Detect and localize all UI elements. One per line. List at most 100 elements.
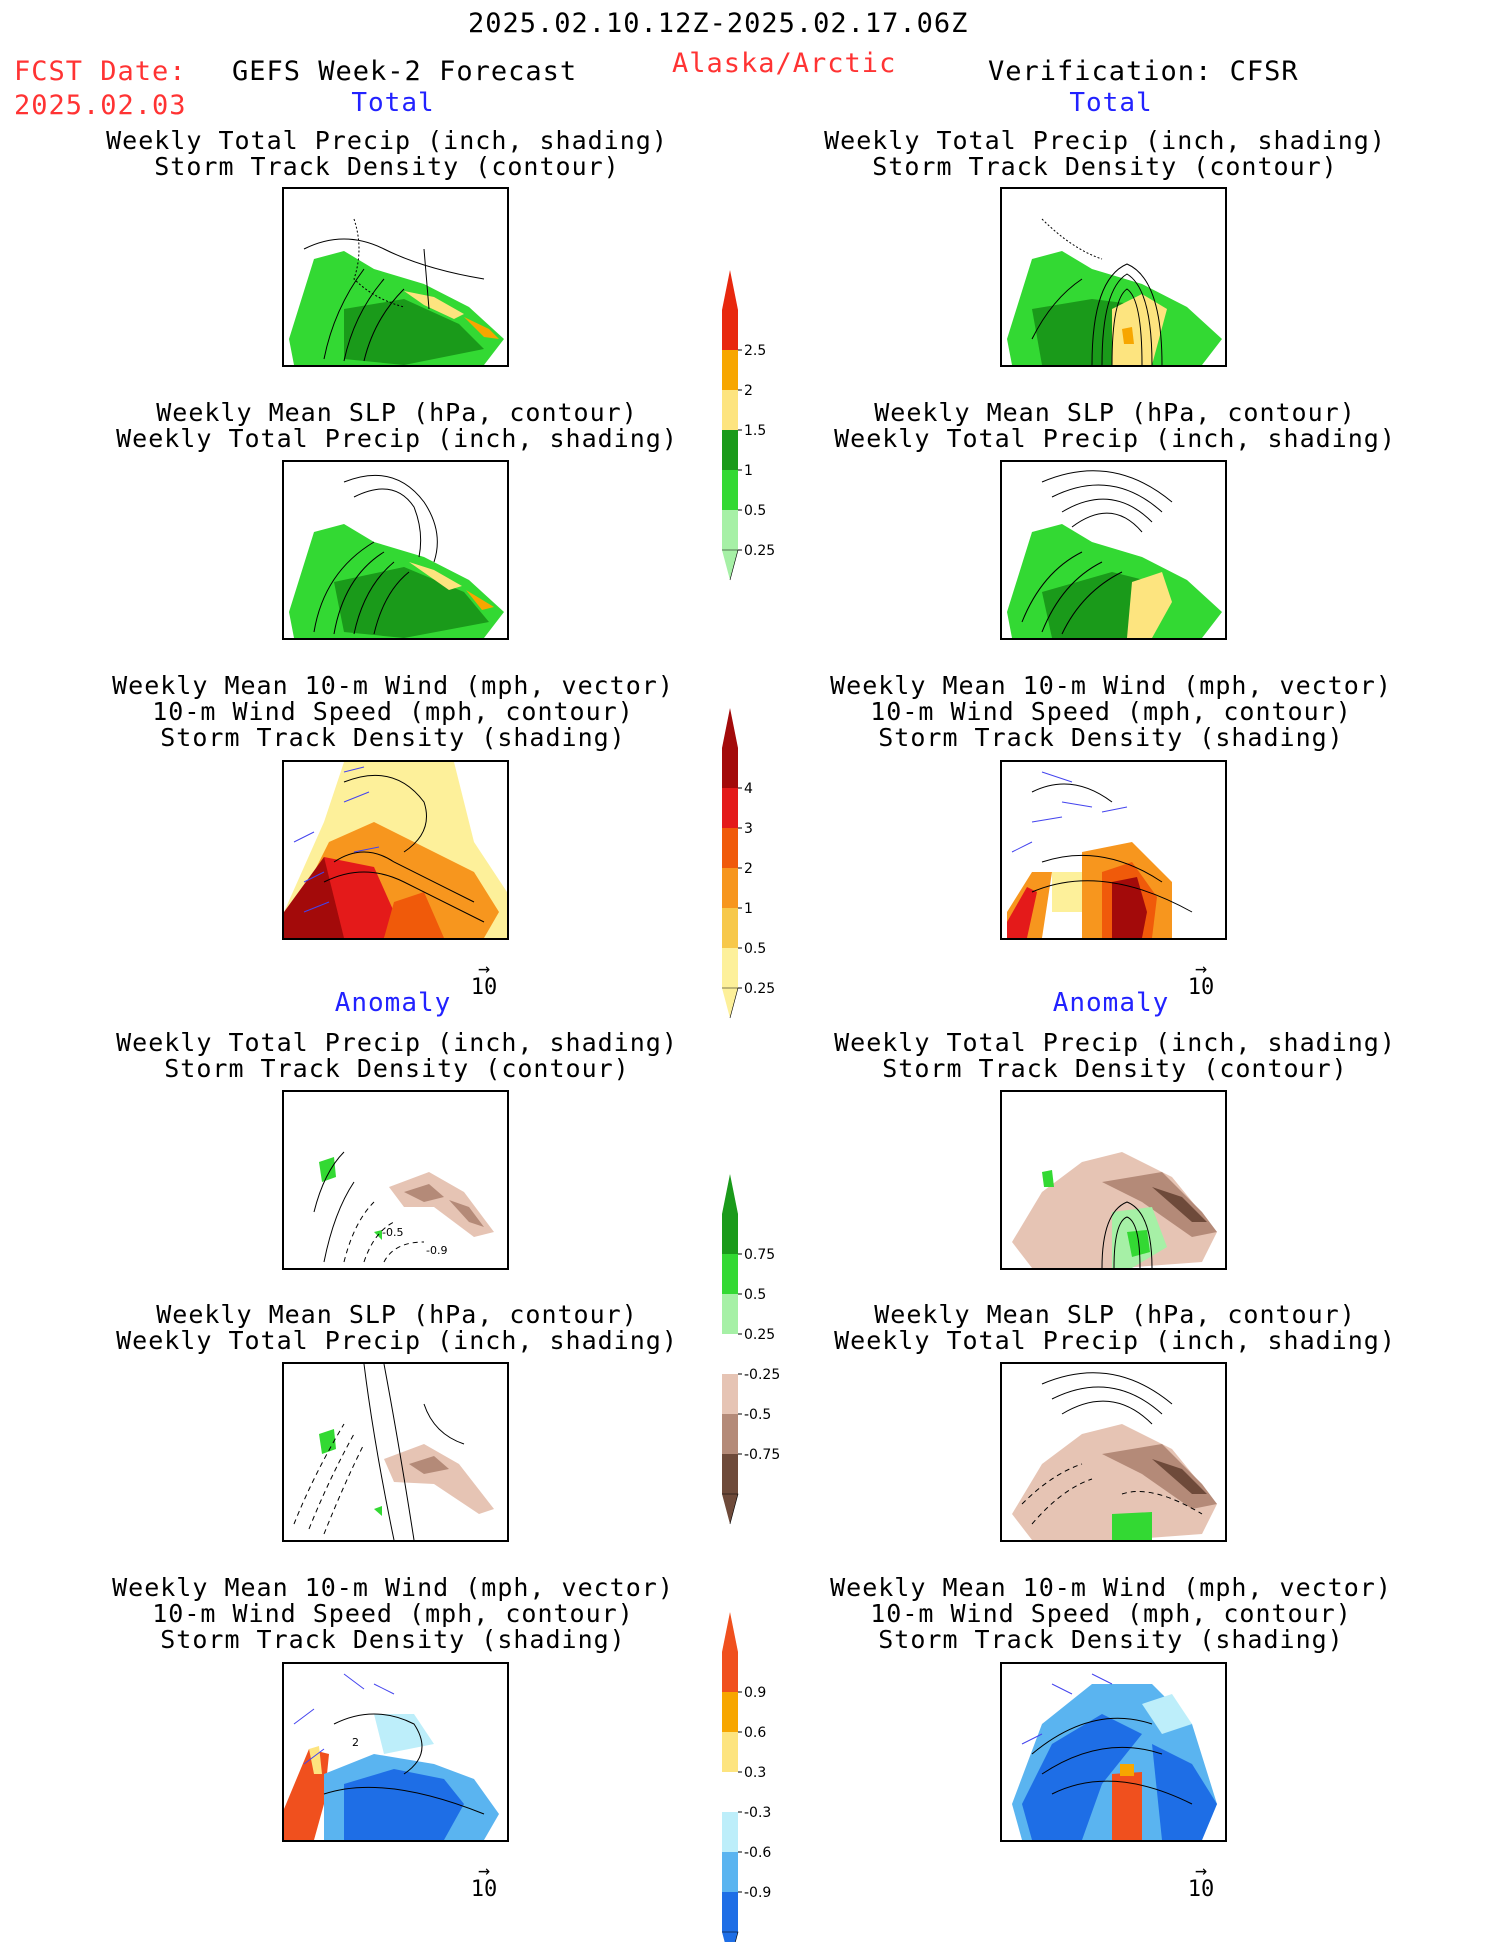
section-anomaly-right: Anomaly (1052, 988, 1170, 1018)
arrow-right-icon: → (1194, 956, 1208, 980)
colorbar-cap-top (722, 270, 738, 310)
vector-ref-total-verif: → 10 (1181, 956, 1221, 999)
colorbar-cap-bottom (722, 987, 739, 1019)
map-anom-precip-track-verif (1000, 1090, 1227, 1270)
map-total-precip-track-forecast (282, 187, 509, 367)
map-anom-slp-precip-verif (1000, 1362, 1227, 1542)
colorbar-tick-label: -0.6 (744, 1845, 771, 1861)
map-anom-wind-verif (1000, 1662, 1227, 1842)
colorbar-tick-label: 0.3 (744, 1765, 766, 1781)
colorbar-cap-top (722, 1612, 738, 1652)
colorbar-tick-label: 2.5 (744, 343, 766, 359)
region-title: Alaska/Arctic (672, 48, 897, 79)
contour-label-neg-09: -0.9 (426, 1244, 447, 1257)
panel-title-anom-slp-precip-verif: Weekly Mean SLP (hPa, contour) Weekly Tot… (834, 1300, 1396, 1355)
colorbar-tick-label: 1 (744, 901, 753, 917)
colorbar-swatch (722, 828, 738, 868)
panel-title-anom-wind-verif: Weekly Mean 10-m Wind (mph, vector) 10-m … (830, 1573, 1392, 1654)
colorbar-swatch (722, 1454, 738, 1494)
colorbar-swatch (722, 948, 738, 988)
map-total-precip-track-verif (1000, 187, 1227, 367)
contour-label-2: 2 (352, 1736, 359, 1749)
panel-title-anom-precip-track-verif: Weekly Total Precip (inch, shading) Storm… (834, 1028, 1396, 1083)
panel-title-anom-precip-track-forecast: Weekly Total Precip (inch, shading) Storm… (116, 1028, 678, 1083)
vector-ref-anom-forecast: → 10 (464, 1858, 504, 1901)
colorbar-swatch (722, 908, 738, 948)
map-total-slp-precip-verif (1000, 460, 1227, 640)
colorbar-swatch (722, 1812, 738, 1852)
colorbar-cap-top (722, 1174, 738, 1214)
map-anom-precip-track-forecast: -0.5 -0.9 (282, 1090, 509, 1270)
vector-ref-total-forecast: → 10 (464, 956, 504, 999)
colorbar-tick-label: 1 (744, 463, 753, 479)
map-anom-slp-precip-forecast (282, 1362, 509, 1542)
panel-title-anom-wind-forecast: Weekly Mean 10-m Wind (mph, vector) 10-m … (112, 1573, 674, 1654)
colorbar-tick-label: -0.3 (744, 1805, 771, 1821)
colorbar-swatch (722, 350, 738, 390)
map-total-slp-precip-forecast (282, 460, 509, 640)
verification-title: Verification: CFSR (988, 56, 1299, 87)
arrow-right-icon: → (1194, 1858, 1208, 1882)
colorbar-cap-bottom (722, 549, 739, 581)
colorbar-tick-label: 0.25 (744, 981, 775, 997)
colorbar-swatch (722, 1892, 738, 1932)
colorbar-swatch (722, 1692, 738, 1732)
arrow-right-icon: → (477, 956, 491, 980)
panel-title-total-wind-verif: Weekly Mean 10-m Wind (mph, vector) 10-m … (830, 671, 1392, 752)
arrow-right-icon: → (477, 1858, 491, 1882)
colorbar-swatch (722, 1334, 738, 1374)
colorbar-tick-label: 0.5 (744, 1287, 766, 1303)
colorbar-tick-label: 0.75 (744, 1247, 775, 1263)
colorbar-anom-track: 0.9 0.6 0.3 -0.3 -0.6 -0.9 (722, 1612, 802, 1942)
panel-title-anom-slp-precip-forecast: Weekly Mean SLP (hPa, contour) Weekly Tot… (116, 1300, 678, 1355)
colorbar-swatch (722, 748, 738, 788)
panel-title-total-slp-precip-verif: Weekly Mean SLP (hPa, contour) Weekly Tot… (834, 398, 1396, 453)
section-total-right: Total (1069, 88, 1153, 118)
colorbar-anom-precip: 0.75 0.5 0.25 -0.25 -0.5 -0.75 (722, 1174, 802, 1525)
section-anomaly-left: Anomaly (334, 988, 452, 1018)
section-total-left: Total (351, 88, 435, 118)
panel-title-total-precip-track-forecast: Weekly Total Precip (inch, shading) Storm… (106, 126, 668, 181)
map-total-wind-forecast (282, 760, 509, 940)
colorbar-swatch (722, 1254, 738, 1294)
colorbar-tick-label: 0.9 (744, 1685, 766, 1701)
fcst-label: FCST Date: (14, 56, 187, 87)
map-total-wind-verif (1000, 760, 1227, 940)
colorbar-tick-label: 1.5 (744, 423, 766, 439)
colorbar-swatch (722, 1214, 738, 1254)
colorbar-tick-label: 0.5 (744, 941, 766, 957)
colorbar-tick-label: 0.5 (744, 503, 766, 519)
panel-title-total-slp-precip-forecast: Weekly Mean SLP (hPa, contour) Weekly Tot… (116, 398, 678, 453)
colorbar-swatch (722, 1772, 738, 1812)
vector-ref-anom-verif: → 10 (1181, 1858, 1221, 1901)
colorbar-tick-label: 4 (744, 781, 753, 797)
colorbar-swatch (722, 470, 738, 510)
colorbar-tick-label: 2 (744, 861, 753, 877)
colorbar-swatch (722, 1414, 738, 1454)
colorbar-tick-label: 0.6 (744, 1725, 766, 1741)
colorbar-cap-bottom (722, 1493, 739, 1525)
colorbar-swatch (722, 430, 738, 470)
colorbar-swatch (722, 390, 738, 430)
colorbar-swatch (722, 868, 738, 908)
colorbar-tick-label: 3 (744, 821, 753, 837)
colorbar-swatch (722, 510, 738, 550)
colorbar-tick-label: -0.75 (744, 1447, 780, 1463)
colorbar-swatch (722, 1294, 738, 1334)
fcst-date: 2025.02.03 (14, 90, 187, 121)
colorbar-swatch (722, 1652, 738, 1692)
panel-title-total-wind-forecast: Weekly Mean 10-m Wind (mph, vector) 10-m … (112, 671, 674, 752)
period-title: 2025.02.10.12Z-2025.02.17.06Z (468, 8, 969, 39)
contour-label-neg-05: -0.5 (382, 1226, 403, 1239)
colorbar-swatch (722, 1852, 738, 1892)
colorbar-cap-top (722, 708, 738, 748)
colorbar-tick-label: -0.5 (744, 1407, 771, 1423)
colorbar-cap-bottom (722, 1931, 739, 1942)
colorbar-swatch (722, 310, 738, 350)
map-anom-wind-forecast: 2 (282, 1662, 509, 1842)
panel-title-total-precip-track-verif: Weekly Total Precip (inch, shading) Storm… (824, 126, 1386, 181)
colorbar-swatch (722, 1374, 738, 1414)
colorbar-total-track: 4 3 2 1 0.5 0.25 (722, 708, 802, 1019)
colorbar-tick-label: -0.25 (744, 1367, 780, 1383)
colorbar-swatch (722, 1732, 738, 1772)
